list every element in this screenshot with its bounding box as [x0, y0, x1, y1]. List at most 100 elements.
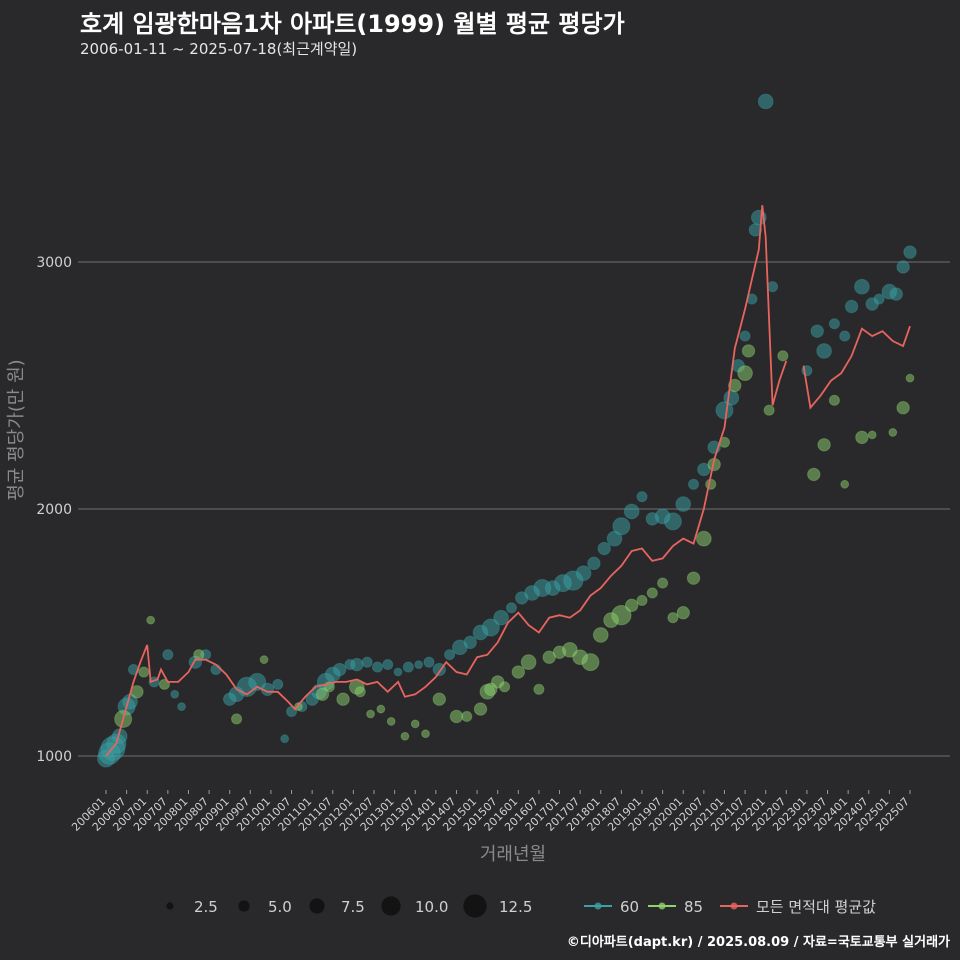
y-tick-label: 2000 [36, 502, 72, 518]
series-60-point [481, 618, 500, 637]
grid-layer [78, 261, 950, 757]
chart-subtitle: 2006-01-11 ~ 2025-07-18(최근계약일) [80, 40, 358, 58]
legend-label: 85 [684, 898, 703, 916]
series-85-point [449, 709, 464, 724]
series-85-point [533, 683, 545, 695]
series-60-point [636, 491, 648, 503]
size-legend-label: 2.5 [194, 898, 218, 916]
series-60-point [382, 659, 394, 671]
series-60-point [371, 661, 383, 673]
series-60-point [739, 330, 751, 342]
series-85-point [542, 650, 556, 664]
series-85-point [817, 438, 831, 452]
avg-line-segment [802, 325, 911, 410]
series-60-point [361, 656, 373, 668]
series-60-point [393, 667, 403, 677]
series-60-point [587, 556, 601, 571]
series-85-point [855, 430, 869, 445]
series-85-point [686, 571, 701, 585]
series-60-point [687, 478, 700, 490]
size-legend-circle [381, 896, 401, 916]
series-60-point [597, 541, 611, 556]
series-85-point [473, 702, 488, 716]
series-60-point [828, 318, 840, 330]
series-85-point [400, 731, 410, 741]
series-85-point [146, 615, 156, 625]
series-60-point [873, 293, 885, 305]
series-85-point [354, 686, 366, 698]
series-85-point [336, 692, 350, 706]
series-60-point [839, 330, 851, 342]
series-60-point [463, 635, 477, 650]
series-60-point [177, 702, 186, 711]
series-85-point [737, 365, 753, 381]
series-85-point [259, 655, 269, 665]
avg-line-segment [105, 205, 788, 757]
series-85-point [511, 665, 526, 679]
size-legend-circle [166, 902, 174, 910]
legend-label: 60 [620, 898, 639, 916]
size-legend-circle [238, 900, 250, 912]
series-85-point [636, 594, 648, 606]
series-60-point [162, 649, 174, 661]
series-85-point [867, 430, 877, 440]
series-85-point [231, 713, 243, 725]
series-85-point [896, 401, 910, 415]
series-85-point [611, 605, 632, 626]
y-tick-label: 1000 [36, 749, 72, 765]
series-85-points [114, 344, 915, 741]
series-60-point [350, 657, 364, 672]
legend-label: 모든 면적대 평균값 [756, 898, 876, 916]
series-avg-line [105, 205, 911, 757]
series-60-point [248, 672, 267, 691]
y-axis-ticks: 1000 2000 3000 [36, 255, 72, 765]
series-85-point [828, 394, 840, 406]
series-60-point [332, 662, 347, 677]
series-60-point [675, 496, 692, 512]
series-85-point [461, 710, 473, 723]
series-85-point [520, 654, 537, 670]
series-60-point [757, 93, 774, 110]
series-60-point [423, 656, 435, 668]
series-60-point [170, 689, 180, 699]
series-85-point [561, 641, 578, 658]
series-60-point [810, 324, 824, 338]
series-85-point [624, 598, 639, 613]
legend-key-dot [730, 902, 738, 910]
series-60-point [505, 602, 517, 614]
size-legend-label: 5.0 [268, 898, 292, 916]
x-axis-label: 거래년월 [480, 844, 546, 865]
series-85-point [705, 478, 717, 490]
series-85-point [499, 681, 511, 693]
series-60-point [272, 678, 284, 690]
series-85-point [840, 479, 850, 489]
legend-key-dot [658, 902, 666, 910]
size-legend-label: 12.5 [499, 898, 532, 916]
series-60-point [280, 734, 290, 744]
series-85-point [695, 530, 712, 547]
series-85-point [777, 350, 789, 362]
series-85-point [432, 692, 446, 706]
series-60-point [854, 278, 870, 295]
chart-title: 호계 임광한마음1차 아파트(1999) 월별 평균 평당가 [80, 10, 625, 38]
x-axis-ticks: 2006012006072007012007072008012008072009… [69, 790, 912, 834]
series-85-point [741, 344, 756, 358]
series-85-point [376, 704, 386, 714]
series-60-points [97, 93, 917, 768]
size-legend-circle [309, 898, 325, 914]
series-60-point [612, 517, 631, 536]
series-60-point [903, 245, 917, 259]
footer-credit: ©디아파트(dapt.kr) / 2025.08.09 / 자료=국토교통부 실… [566, 935, 950, 950]
y-axis-label: 평균 평당가(만 원) [6, 359, 27, 500]
series-85-point [386, 717, 396, 726]
series-85-point [366, 709, 375, 719]
series-85-point [581, 653, 600, 672]
series-85-point [646, 587, 658, 599]
series-60-point [844, 299, 859, 314]
series-60-point [889, 287, 903, 301]
series-85-point [763, 404, 775, 416]
series-85-point [657, 577, 669, 589]
series-85-point [667, 612, 679, 624]
